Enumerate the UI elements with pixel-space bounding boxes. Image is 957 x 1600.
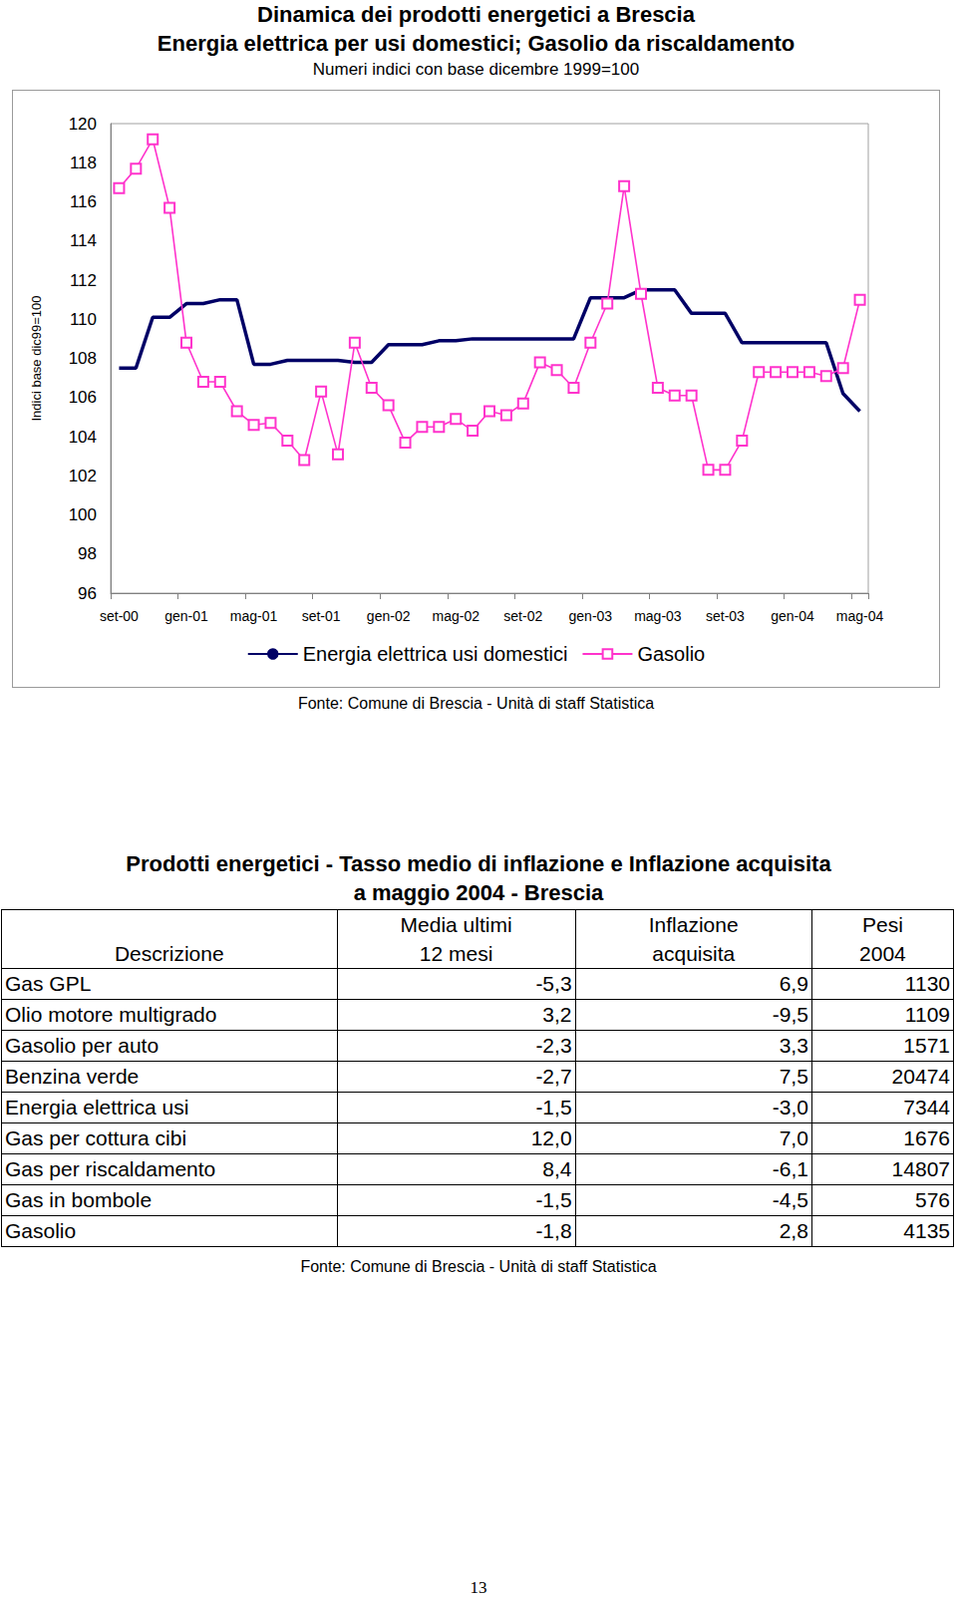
html-text:-2,7: -2,7: [535, 1064, 572, 1088]
html-text:Fonte: Comune di Brescia - Uni: Fonte: Comune di Brescia - Unità di staf…: [300, 1258, 657, 1276]
html-text:1676: 1676: [903, 1126, 951, 1150]
svg-text:gen-01: gen-01: [164, 608, 209, 625]
html-text:Descrizione: Descrizione: [114, 942, 224, 965]
html-text:Gas in bombole: Gas in bombole: [4, 1188, 152, 1212]
html-text:Gas per riscaldamento: Gas per riscaldamento: [4, 1157, 216, 1181]
svg-text:set-00: set-00: [99, 608, 139, 625]
html-text:2004: 2004: [859, 942, 906, 965]
svg-text:116: 116: [69, 192, 97, 212]
html-text:7344: 7344: [903, 1095, 951, 1119]
svg-text:104: 104: [68, 427, 97, 447]
html-text:20474: 20474: [891, 1064, 951, 1088]
svg-text:100: 100: [68, 505, 97, 525]
html-text:7,0: 7,0: [779, 1126, 809, 1150]
svg-text:114: 114: [69, 231, 97, 251]
svg-text:118: 118: [69, 153, 97, 173]
html-text:12,0: 12,0: [531, 1126, 572, 1150]
svg-text:gen-03: gen-03: [569, 608, 614, 625]
svg-text:mag-02: mag-02: [431, 608, 480, 625]
html-text:Prodotti energetici - Tasso me: Prodotti energetici - Tasso medio di inf…: [125, 851, 832, 877]
svg-text:96: 96: [77, 584, 97, 604]
svg-text:set-02: set-02: [503, 608, 543, 625]
html-text:Energia elettrica per usi dome: Energia elettrica per usi domestici; Gas…: [157, 30, 795, 56]
html-text:12 mesi: 12 mesi: [419, 942, 493, 965]
svg-text:gen-02: gen-02: [366, 608, 411, 625]
svg-text:112: 112: [69, 271, 97, 291]
html-text:Inflazione: Inflazione: [648, 913, 739, 937]
svg-text:106: 106: [68, 387, 97, 407]
html-text:-1,8: -1,8: [535, 1219, 572, 1243]
html-text:6,9: 6,9: [779, 971, 809, 995]
html-text:1109: 1109: [904, 1002, 951, 1026]
svg-text:98: 98: [77, 544, 97, 564]
html-text:a maggio 2004 - Brescia: a maggio 2004 - Brescia: [353, 880, 604, 906]
html-text:-2,3: -2,3: [535, 1033, 572, 1057]
html-text:-6,1: -6,1: [772, 1157, 809, 1181]
svg-text:Indici base dic99=100: Indici base dic99=100: [28, 295, 44, 421]
html-text:Gas GPL: Gas GPL: [4, 971, 92, 995]
html-text:acquisita: acquisita: [652, 942, 735, 965]
html-text:1571: 1571: [903, 1033, 951, 1057]
html-text:13: 13: [470, 1578, 487, 1597]
svg-text:gen-04: gen-04: [770, 608, 815, 625]
html-text:Dinamica dei prodotti energeti: Dinamica dei prodotti energetici a Bresc…: [257, 1, 695, 27]
html-text:576: 576: [915, 1188, 951, 1212]
svg-text:mag-01: mag-01: [230, 608, 279, 625]
html-text:3,2: 3,2: [542, 1002, 572, 1026]
svg-text:mag-04: mag-04: [836, 608, 885, 625]
html-text:Energia elettrica usi: Energia elettrica usi: [4, 1095, 189, 1119]
html-text:8,4: 8,4: [542, 1157, 572, 1181]
svg-text:Energia elettrica usi domestic: Energia elettrica usi domestici: [303, 642, 569, 665]
html-text:1130: 1130: [904, 971, 951, 995]
html-text:-3,0: -3,0: [772, 1095, 809, 1119]
html-text:Pesi: Pesi: [862, 913, 904, 937]
html-text:-5,3: -5,3: [535, 971, 572, 995]
svg-text:set-03: set-03: [705, 608, 745, 625]
html-text:7,5: 7,5: [779, 1064, 809, 1088]
html-text:Gasolio: Gasolio: [4, 1219, 76, 1243]
svg-text:120: 120: [68, 114, 97, 134]
svg-text:set-01: set-01: [302, 608, 341, 625]
html-text:14807: 14807: [891, 1157, 951, 1181]
html-text:-1,5: -1,5: [535, 1095, 572, 1119]
html-text:Gas per cottura cibi: Gas per cottura cibi: [4, 1126, 187, 1150]
html-text:Benzina verde: Benzina verde: [4, 1064, 139, 1088]
svg-text:mag-03: mag-03: [634, 608, 682, 625]
html-text:-9,5: -9,5: [772, 1002, 809, 1026]
svg-text:102: 102: [68, 466, 97, 486]
html-text:-1,5: -1,5: [535, 1188, 572, 1212]
html-text:Olio motore multigrado: Olio motore multigrado: [4, 1002, 217, 1026]
html-text:Numeri indici con base dicembr: Numeri indici con base dicembre 1999=100: [312, 59, 640, 79]
html-text:4135: 4135: [903, 1219, 951, 1243]
html-text:Fonte: Comune di Brescia - Uni: Fonte: Comune di Brescia - Unità di staf…: [297, 694, 655, 712]
html-text:2,8: 2,8: [779, 1219, 809, 1243]
html-text:Gasolio per auto: Gasolio per auto: [4, 1033, 159, 1057]
html-text:-4,5: -4,5: [772, 1188, 809, 1212]
svg-text:110: 110: [69, 310, 97, 329]
html-text:3,3: 3,3: [779, 1033, 809, 1057]
svg-text:Gasolio: Gasolio: [637, 642, 705, 665]
svg-text:108: 108: [68, 348, 97, 368]
html-text:Media ultimi: Media ultimi: [400, 913, 512, 937]
